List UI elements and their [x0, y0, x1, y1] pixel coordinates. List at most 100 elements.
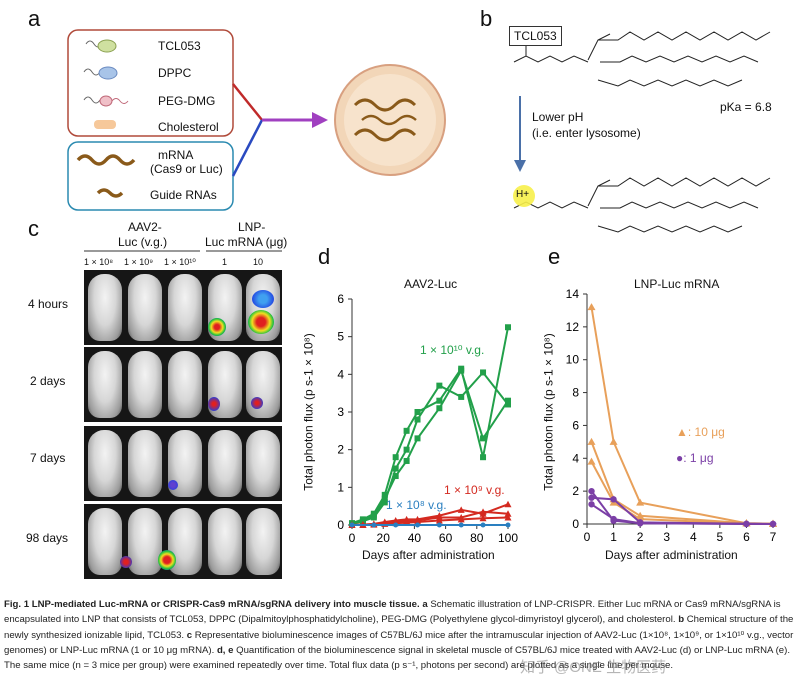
mice-row-7-days	[84, 426, 282, 501]
arrow-text-lysosome: (i.e. enter lysosome)	[532, 126, 641, 140]
data-point	[436, 382, 443, 389]
data-point	[610, 517, 617, 524]
legend-tcl053: TCL053	[158, 39, 201, 53]
dose-1e9: 1 × 10⁹	[124, 257, 154, 267]
data-point	[359, 518, 366, 525]
series-line	[352, 516, 509, 526]
data-point	[370, 521, 378, 528]
data-point	[480, 454, 487, 461]
time-7-days: 7 days	[30, 451, 66, 465]
data-point	[435, 512, 443, 519]
data-point	[403, 519, 411, 526]
peg-dmg-icon	[83, 95, 129, 107]
data-point	[636, 519, 644, 527]
data-point	[414, 416, 421, 423]
data-point	[381, 518, 389, 525]
signal-blob	[252, 290, 274, 308]
data-point	[436, 405, 443, 412]
cholesterol-icon	[94, 120, 116, 129]
caption-de-label: d, e	[216, 644, 234, 656]
signal-blob	[248, 310, 274, 334]
data-point	[392, 454, 399, 461]
data-point	[458, 365, 465, 372]
caption-a-text: Schematic illustration of LNP-CRISPR. Ei…	[4, 599, 781, 626]
data-point	[480, 369, 487, 376]
series-line	[590, 503, 773, 525]
legend-cholesterol: Cholesterol	[158, 120, 219, 134]
caption-b-label: b	[678, 614, 685, 626]
y-tick-label: 6	[572, 418, 579, 432]
x-tick-label: 6	[743, 530, 750, 544]
legend-mrna: mRNA	[158, 148, 194, 162]
data-point	[479, 508, 487, 515]
mice-row-4-hours	[84, 270, 282, 345]
data-point	[436, 522, 442, 528]
data-point	[504, 500, 512, 508]
data-point	[392, 517, 400, 525]
y-tick-label: 0	[572, 517, 579, 531]
data-point	[370, 512, 377, 519]
chart-d-annot-1e8: 1 × 10⁸ v.g.	[386, 498, 447, 512]
amine-label: H+	[516, 189, 530, 200]
watermark: 知乎 @ONE 生物医药	[520, 659, 667, 676]
chart-d-xlabel: Days after administration	[362, 548, 495, 562]
series-line	[591, 496, 774, 525]
dose-1e10: 1 × 10¹⁰	[164, 257, 196, 267]
data-point	[392, 465, 399, 472]
series-line	[590, 461, 774, 525]
data-point	[359, 516, 366, 523]
data-point	[349, 520, 355, 527]
x-tick-label: 1	[610, 530, 617, 544]
data-point	[769, 519, 777, 527]
data-point	[392, 516, 400, 524]
x-tick-label: 60	[439, 531, 453, 545]
legend-mrna-sub: (Cas9 or Luc)	[150, 162, 223, 176]
data-point	[588, 501, 595, 508]
legend-dppc: DPPC	[158, 66, 192, 80]
x-tick-label: 20	[377, 531, 391, 545]
data-point	[457, 513, 465, 521]
data-point	[415, 522, 421, 528]
data-point	[743, 520, 750, 528]
data-point	[348, 521, 356, 528]
data-point	[458, 393, 465, 400]
dppc-icon	[83, 66, 118, 80]
data-point	[403, 517, 411, 525]
data-point	[370, 510, 377, 517]
data-point	[587, 437, 596, 445]
chart-d-annot-1e9: 1 × 10⁹ v.g.	[444, 483, 505, 497]
data-point	[371, 522, 377, 528]
data-point	[370, 514, 377, 521]
panel-letter-d: d	[318, 244, 331, 269]
y-tick-label: 5	[337, 330, 344, 344]
data-point	[743, 520, 750, 528]
data-point	[505, 324, 511, 331]
guide-rna-icon	[96, 188, 124, 198]
x-tick-label: 7	[770, 530, 777, 544]
data-point	[636, 511, 645, 519]
signal-blob	[168, 480, 178, 490]
dose-1ug: 1	[222, 257, 228, 267]
caption-c-label: c	[186, 629, 193, 641]
data-point	[504, 513, 512, 521]
chart-e-title: LNP-Luc mRNA	[634, 277, 720, 291]
x-tick-label: 2	[637, 530, 644, 544]
time-2-days: 2 days	[30, 374, 66, 388]
data-point	[505, 522, 511, 528]
data-point	[636, 519, 644, 527]
arrow-text-ph: Lower pH	[532, 110, 584, 124]
y-tick-label: 14	[566, 287, 580, 301]
group-lnp-line1: LNP-	[238, 220, 266, 234]
data-point	[359, 521, 367, 528]
data-point	[458, 522, 464, 528]
time-98-days: 98 days	[26, 531, 69, 545]
data-point	[381, 491, 388, 498]
data-point	[742, 519, 751, 527]
signal-blob	[120, 556, 132, 568]
caption-title: Fig. 1 LNP-mediated Luc-mRNA or CRISPR-C…	[4, 599, 420, 610]
data-point	[479, 510, 487, 517]
pka-value: pKa = 6.8	[720, 100, 772, 114]
dose-10ug: 10	[253, 257, 264, 267]
data-point	[769, 520, 777, 528]
lnp-particle	[334, 64, 446, 176]
